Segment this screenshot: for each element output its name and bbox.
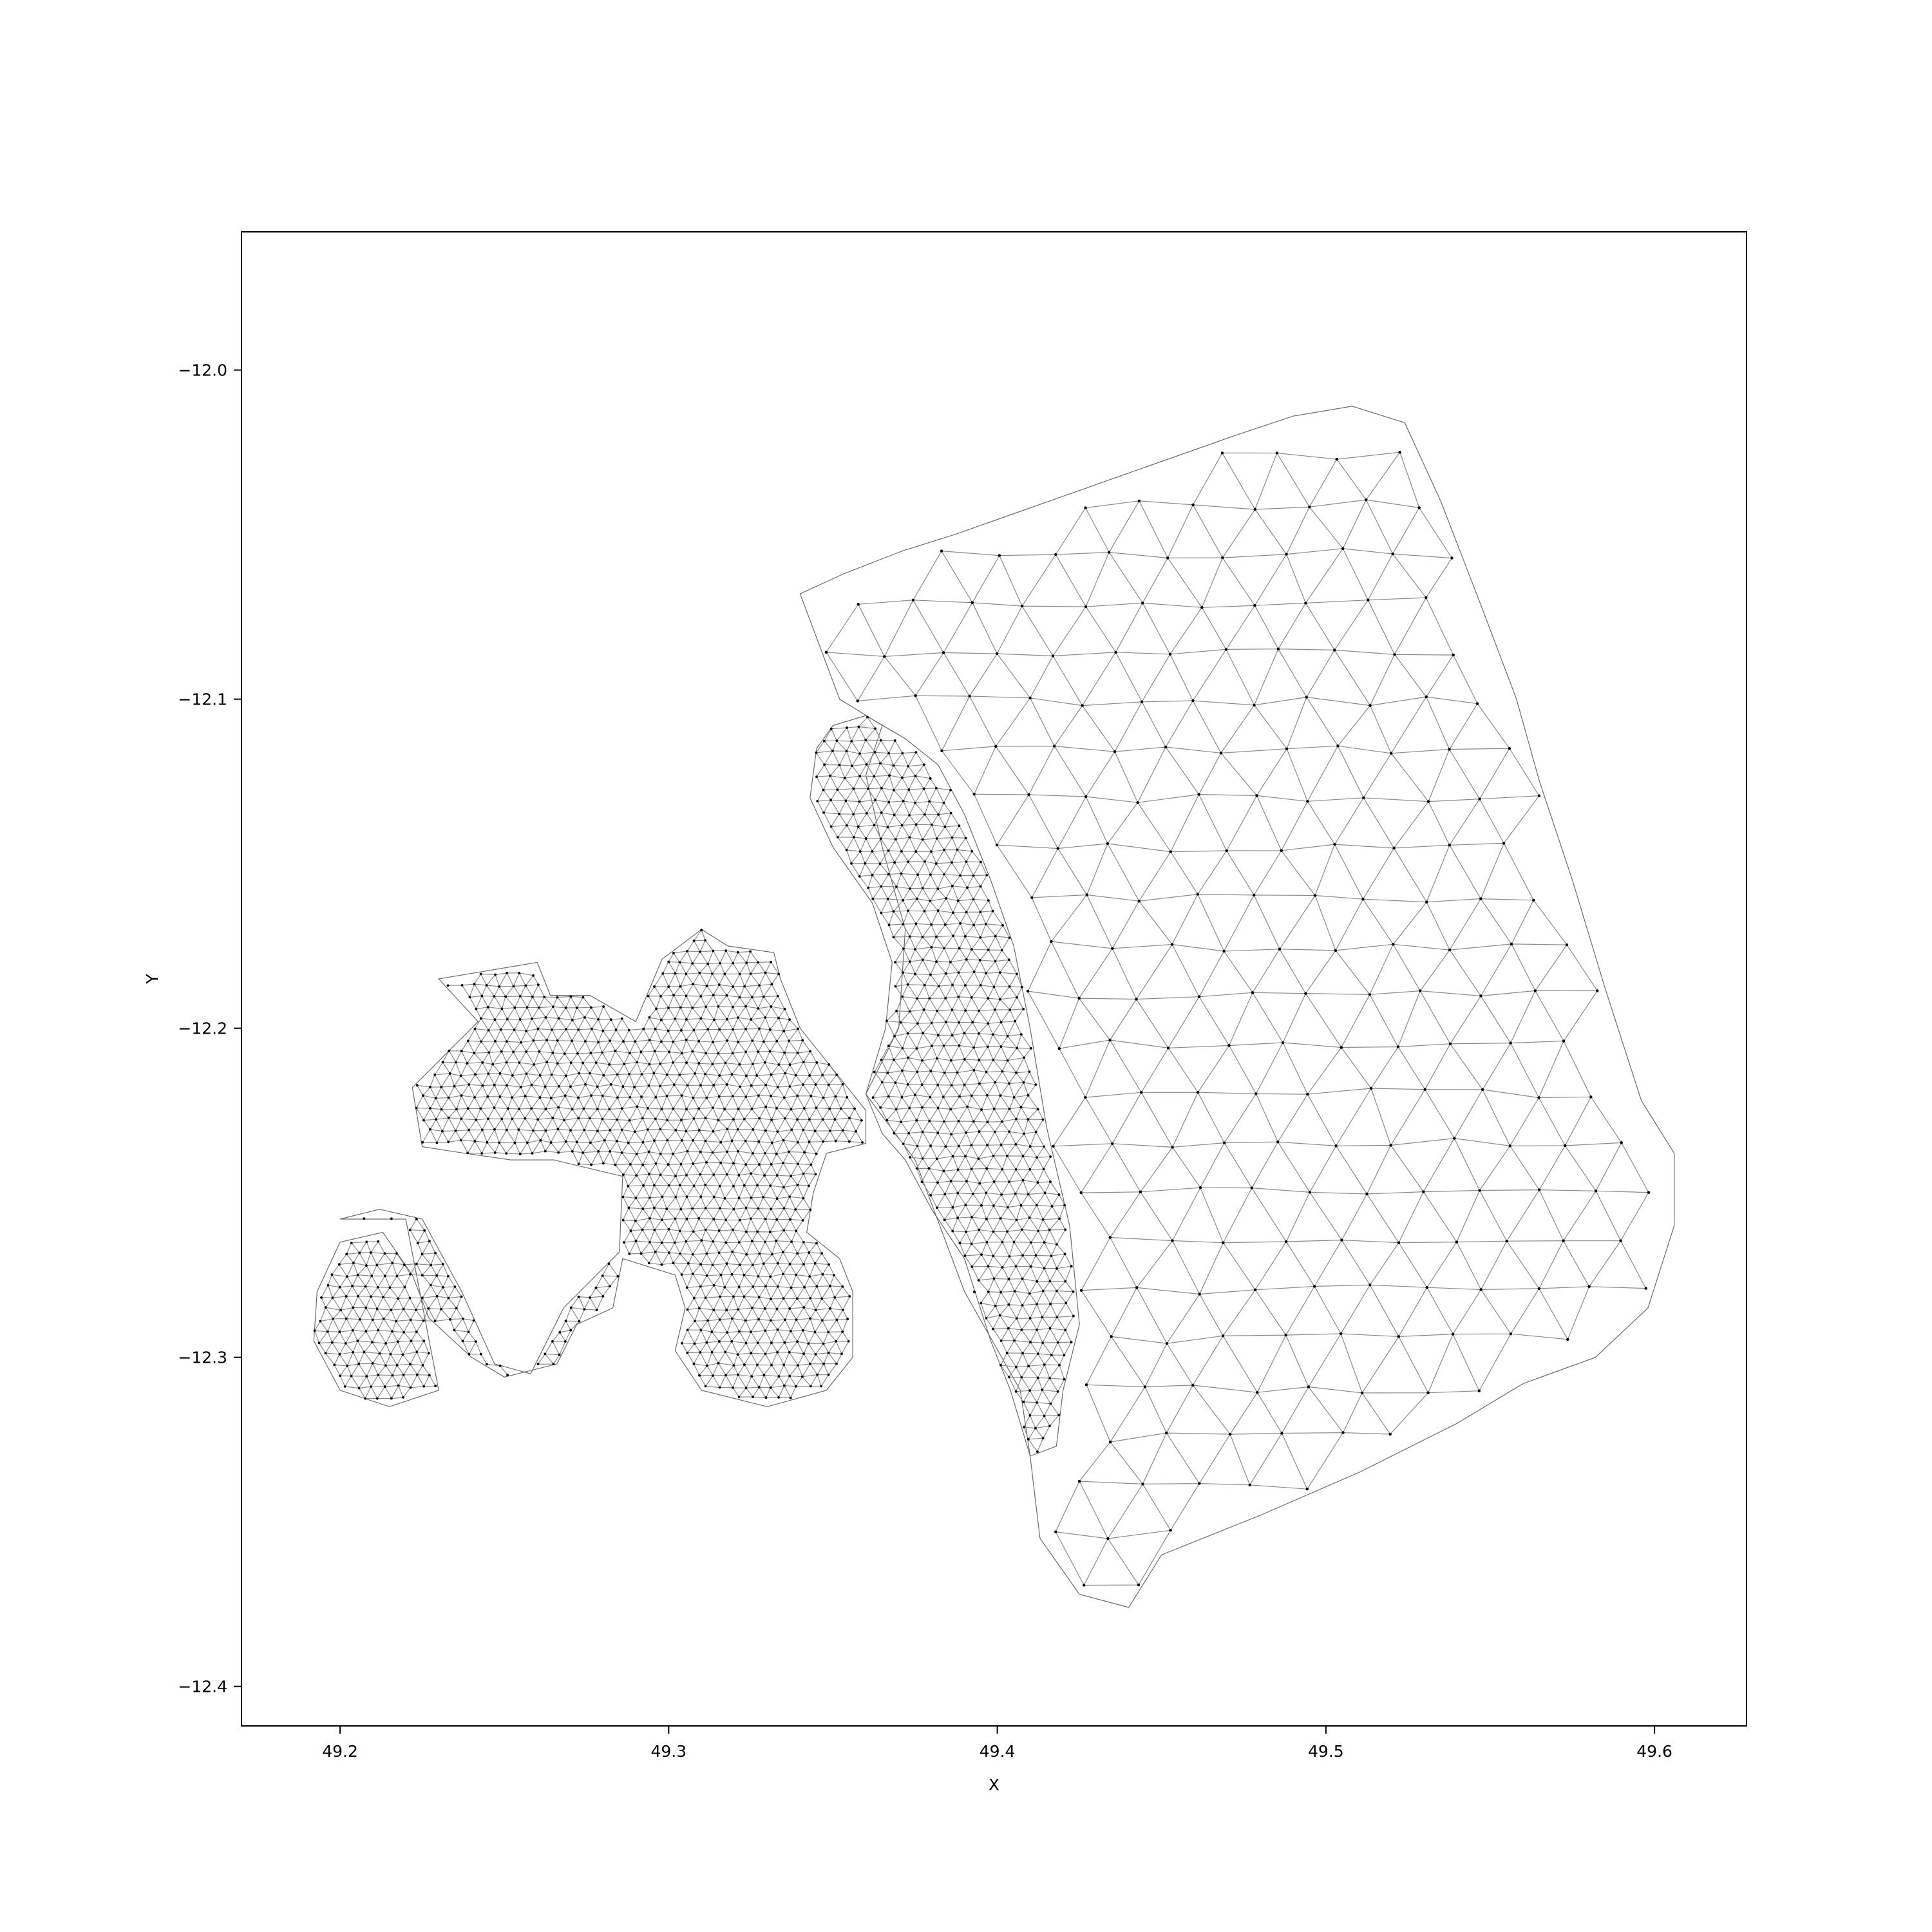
y-axis-ticks: −12.0 −12.1 −12.2 −12.3 −12.4 (178, 361, 242, 1696)
plot-area-frame (241, 231, 1747, 1727)
x-tick-label: 49.6 (1636, 1742, 1672, 1761)
x-axis-ticks: 49.2 49.3 49.4 49.5 49.6 (322, 1726, 1672, 1761)
y-tick-label: −12.4 (178, 1678, 227, 1696)
x-tick-label: 49.5 (1308, 1742, 1344, 1761)
fine-mesh-east-boundary (810, 715, 1080, 1457)
fine-mesh-central-edges (314, 929, 863, 1399)
y-tick-label: −12.0 (178, 361, 227, 380)
x-tick-label: 49.4 (980, 1742, 1016, 1761)
x-axis-label: X (989, 1776, 999, 1794)
y-tick-label: −12.2 (178, 1019, 227, 1038)
mesh-layer (313, 406, 1675, 1608)
x-tick-label: 49.3 (651, 1742, 687, 1761)
y-tick-label: −12.1 (178, 690, 227, 709)
fine-mesh-east-edges (815, 717, 1074, 1452)
y-axis-label: Y (143, 974, 162, 985)
y-tick-label: −12.3 (178, 1349, 227, 1367)
x-tick-label: 49.2 (322, 1742, 358, 1761)
coarse-mesh-edges (826, 451, 1649, 1586)
